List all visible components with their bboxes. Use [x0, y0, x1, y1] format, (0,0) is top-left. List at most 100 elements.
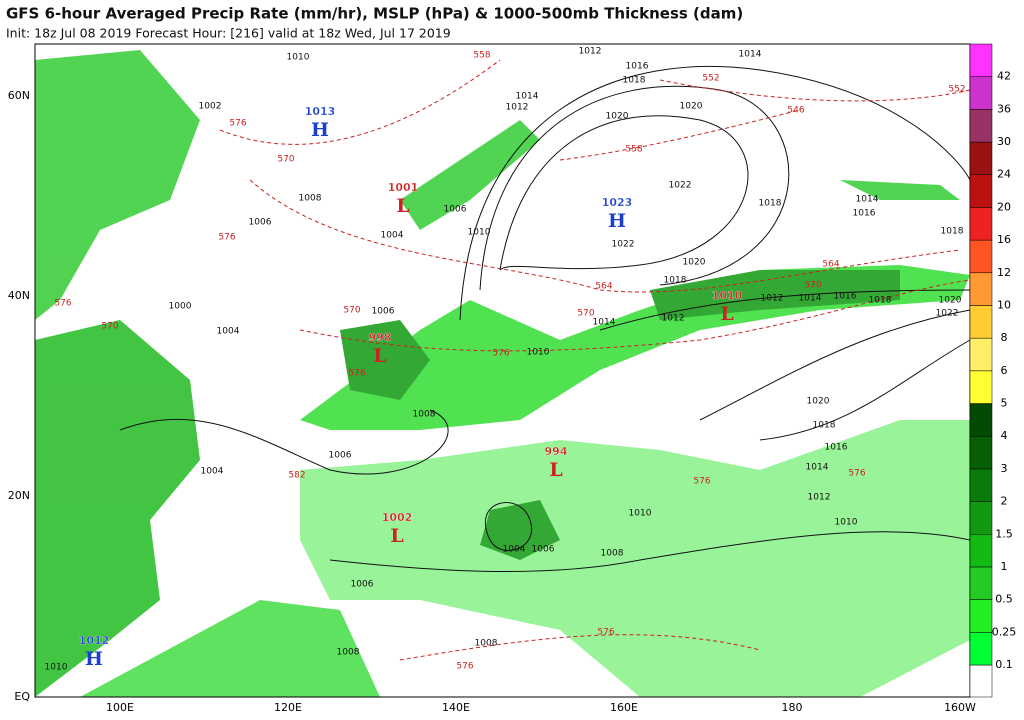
- isobar-label: 1014: [799, 294, 822, 304]
- thickness-label: 570: [804, 281, 821, 291]
- isobar-label: 1010: [527, 348, 550, 358]
- colorbar-segment: [969, 109, 993, 143]
- isobar-label: 1022: [612, 240, 635, 250]
- center-pressure: 1013: [305, 105, 336, 118]
- center-symbol: H: [608, 210, 626, 232]
- center-symbol: L: [390, 525, 403, 547]
- colorbar-segment: [969, 239, 993, 274]
- thickness-label: 576: [348, 369, 365, 379]
- isobar-label: 1020: [683, 258, 706, 268]
- isobar-label: 1014: [739, 50, 762, 60]
- isobar-label: 1000: [169, 302, 192, 312]
- colorbar-label: 0.1: [995, 658, 1013, 671]
- thickness-lines: [219, 59, 971, 661]
- colorbar-label: 8: [1001, 331, 1008, 344]
- isobar-label: 1004: [217, 327, 240, 337]
- thickness-label: 576: [492, 349, 509, 359]
- isobar-label: 1020: [807, 397, 830, 407]
- thickness-label: 564: [822, 260, 839, 270]
- thickness-label: 546: [787, 106, 804, 116]
- isobar-label: 1014: [856, 195, 879, 205]
- colorbar-segment: [969, 599, 993, 633]
- colorbar-segment: [969, 501, 993, 535]
- colorbar-segment: [969, 468, 993, 502]
- isobar-label: 1012: [808, 493, 831, 503]
- thickness-label: 576: [848, 469, 865, 479]
- lon-label: 160E: [610, 701, 638, 714]
- colorbar-label: 5: [1001, 397, 1008, 410]
- center-pressure: 1010: [712, 289, 743, 302]
- isobar-label: 1010: [287, 53, 310, 63]
- isobar-label: 1008: [299, 194, 322, 204]
- colorbar-label: 16: [997, 233, 1011, 246]
- lon-label: 100E: [106, 701, 134, 714]
- isobar-label: 1004: [503, 545, 526, 555]
- isobar-label: 1022: [669, 181, 692, 191]
- colorbar-segment: [969, 141, 993, 175]
- isobar-label: 1020: [606, 112, 629, 122]
- colorbar-segment: [969, 337, 993, 372]
- colorbar-label: 24: [997, 168, 1011, 181]
- colorbar-segment: [969, 174, 993, 208]
- isobar-label: 1012: [506, 103, 529, 113]
- thickness-label: 576: [229, 119, 246, 129]
- lat-label: 20N: [8, 489, 30, 502]
- isobar-label: 1018: [813, 421, 836, 431]
- colorbar-label: 0.5: [995, 593, 1013, 606]
- subtitle: Init: 18z Jul 08 2019 Forecast Hour: [21…: [6, 26, 451, 41]
- isobar-label: 1008: [601, 549, 624, 559]
- colorbar-segment: [969, 534, 993, 568]
- colorbar-label: 0.25: [992, 625, 1017, 638]
- isobar-label: 1018: [623, 76, 646, 86]
- colorbar-segment: [969, 370, 993, 404]
- thickness-label: 576: [693, 477, 710, 487]
- isobar-label: 1016: [626, 62, 649, 72]
- colorbar-segment: [969, 43, 993, 77]
- isobar-label: 1018: [941, 227, 964, 237]
- center-symbol: L: [396, 195, 409, 217]
- colorbar-label: 1.5: [995, 527, 1013, 540]
- colorbar-label: 36: [997, 102, 1011, 115]
- isobar-label: 1010: [45, 663, 68, 673]
- isobar-label: 1010: [835, 518, 858, 528]
- thickness-label: 576: [597, 628, 614, 638]
- colorbar-label: 30: [997, 135, 1011, 148]
- colorbar-label: 6: [1001, 364, 1008, 377]
- isobar-label: 1006: [329, 451, 352, 461]
- isobar-label: 1008: [413, 410, 436, 420]
- center-pressure: 1023: [602, 196, 633, 209]
- isobar-label: 1016: [825, 443, 848, 453]
- colorbar-segment: [969, 566, 993, 600]
- lat-label: 40N: [8, 289, 30, 302]
- isobar-label: 1006: [372, 307, 395, 317]
- colorbar-base: [969, 664, 993, 698]
- isobar-label: 1010: [629, 509, 652, 519]
- isobar-label: 1006: [351, 580, 374, 590]
- thickness-label: 558: [625, 145, 642, 155]
- isobar-label: 1022: [936, 309, 959, 319]
- isobar-label: 1018: [664, 276, 687, 286]
- thickness-label: 576: [218, 233, 235, 243]
- isobar-label: 1020: [939, 296, 962, 306]
- colorbar-label: 3: [1001, 462, 1008, 475]
- thickness-label: 564: [595, 282, 612, 292]
- colorbar-label: 20: [997, 200, 1011, 213]
- colorbar-segment: [969, 76, 993, 110]
- center-pressure: 1002: [382, 511, 413, 524]
- center-pressure: 994: [545, 445, 568, 458]
- isobar-label: 1014: [593, 318, 616, 328]
- isobar-label: 1004: [201, 467, 224, 477]
- thickness-label: 558: [473, 51, 490, 61]
- colorbar-segment: [969, 207, 993, 241]
- colorbar-label: 4: [1001, 429, 1008, 442]
- center-symbol: H: [85, 648, 103, 670]
- isobar-label: 1016: [853, 209, 876, 219]
- colorbar-label: 10: [997, 298, 1011, 311]
- colorbar-label: 1: [1001, 560, 1008, 573]
- center-symbol: L: [549, 459, 562, 481]
- thickness-label: 576: [456, 662, 473, 672]
- colorbar-segment: [969, 305, 993, 339]
- lat-label: 60N: [8, 89, 30, 102]
- isobar-label: 1020: [680, 102, 703, 112]
- isobar-label: 1012: [662, 314, 685, 324]
